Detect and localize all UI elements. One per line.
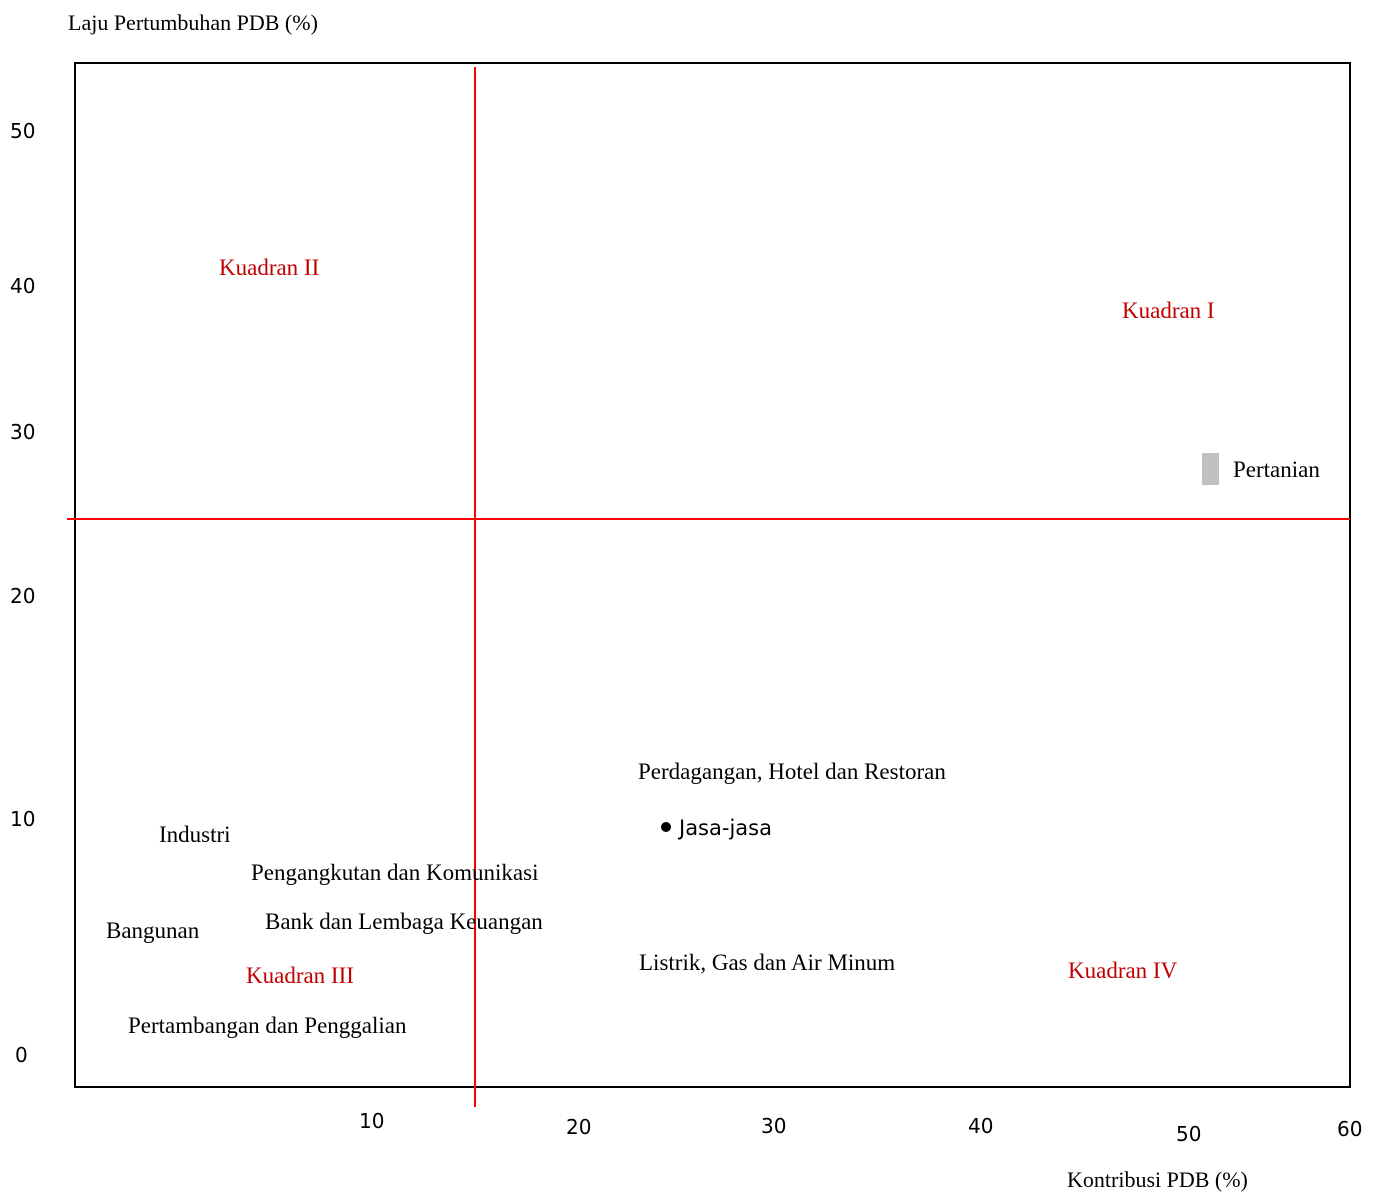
sector-label: Listrik, Gas dan Air Minum [639,950,895,975]
sector-label: Pengangkutan dan Komunikasi [251,860,538,885]
x-tick-label: 60 [1337,1117,1362,1141]
x-axis-title: Kontribusi PDB (%) [1067,1167,1248,1192]
plot-frame [74,62,1351,1088]
point-label: Jasa-jasa [677,816,772,840]
quadrant-label: Kuadran III [246,963,354,988]
sector-label: Bangunan [106,918,200,943]
y-tick-label: 10 [10,807,35,831]
x-tick-label: 30 [761,1114,786,1138]
y-tick-label: 20 [10,584,35,608]
y-tick-label: 40 [10,274,35,298]
y-axis-title: Laju Pertumbuhan PDB (%) [68,10,318,35]
y-tick-label: 50 [10,119,35,143]
quadrant-label: Kuadran II [219,255,319,280]
quadrant-label: Kuadran IV [1068,958,1178,983]
x-tick-label: 10 [359,1109,384,1133]
quadrant-label: Kuadran I [1122,298,1215,323]
jasa-marker [661,822,671,832]
y-tick-label: 30 [10,420,35,444]
point-label: Pertanian [1233,457,1320,482]
sector-label: Perdagangan, Hotel dan Restoran [638,759,946,784]
sector-label: Industri [159,822,231,847]
y-tick-label: 0 [15,1043,28,1067]
x-tick-label: 40 [968,1114,993,1138]
sector-label: Bank dan Lembaga Keuangan [265,909,543,934]
pertanian-marker [1202,453,1219,485]
x-tick-label: 50 [1176,1122,1201,1146]
x-tick-label: 20 [566,1115,591,1139]
sector-label: Pertambangan dan Penggalian [128,1013,407,1038]
